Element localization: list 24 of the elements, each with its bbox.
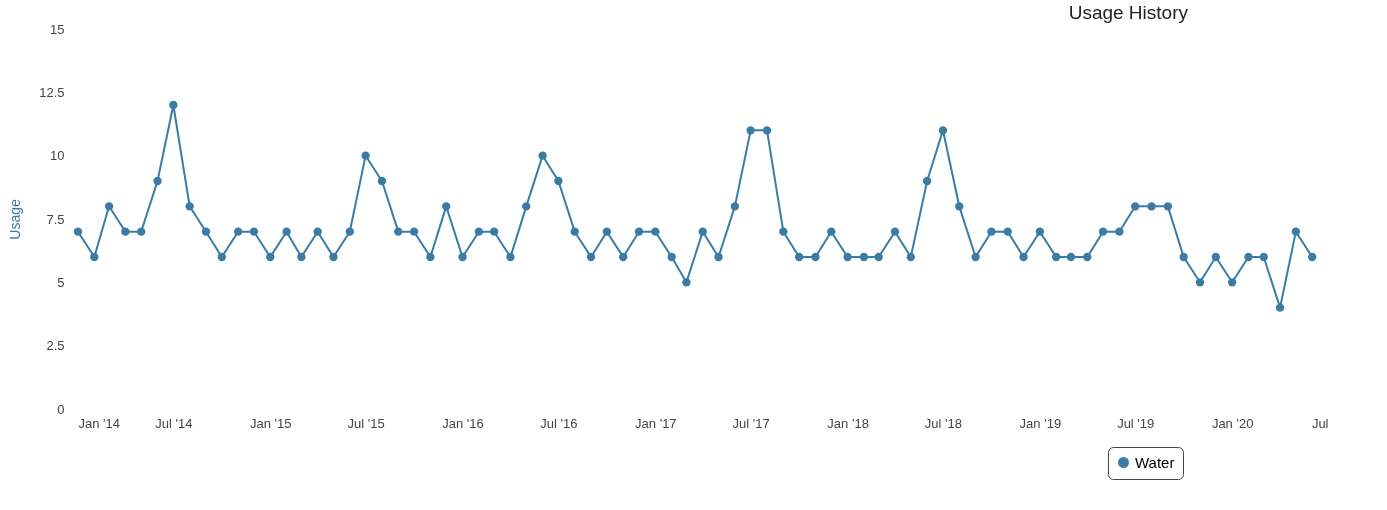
x-tick-label: Jul '18 [924, 415, 963, 431]
y-tick-label: 2.5 [46, 338, 65, 354]
x-tick-label: Jul [1311, 415, 1329, 431]
x-tick-label: Jul '19 [1117, 415, 1155, 431]
x-tick-label: Jul '17 [732, 415, 770, 431]
x-tick-label: Jan '17 [635, 415, 677, 431]
x-tick-label: Jan '20 [1211, 415, 1254, 431]
x-tick-label: Jul '14 [155, 415, 193, 431]
x-tick-label: Jul '15 [347, 415, 385, 431]
y-tick-label: 15 [50, 21, 65, 37]
chart-title: Usage History [1068, 2, 1189, 23]
legend-label: Water [1135, 453, 1175, 471]
y-tick-label: 10 [50, 148, 65, 164]
x-tick-label: Jan '16 [442, 415, 484, 431]
y-tick-label: 7.5 [46, 211, 65, 227]
y-axis-title: Usage [7, 199, 24, 240]
y-tick-label: 5 [57, 274, 65, 290]
y-tick-label: 12.5 [39, 84, 65, 100]
x-tick-label: Jan '19 [1019, 415, 1062, 431]
x-tick-label: Jan '14 [78, 415, 121, 431]
x-tick-label: Jan '18 [827, 415, 869, 431]
y-tick-label: 0 [57, 401, 65, 417]
x-tick-label: Jul '16 [540, 415, 578, 431]
x-tick-label: Jan '15 [250, 415, 292, 431]
